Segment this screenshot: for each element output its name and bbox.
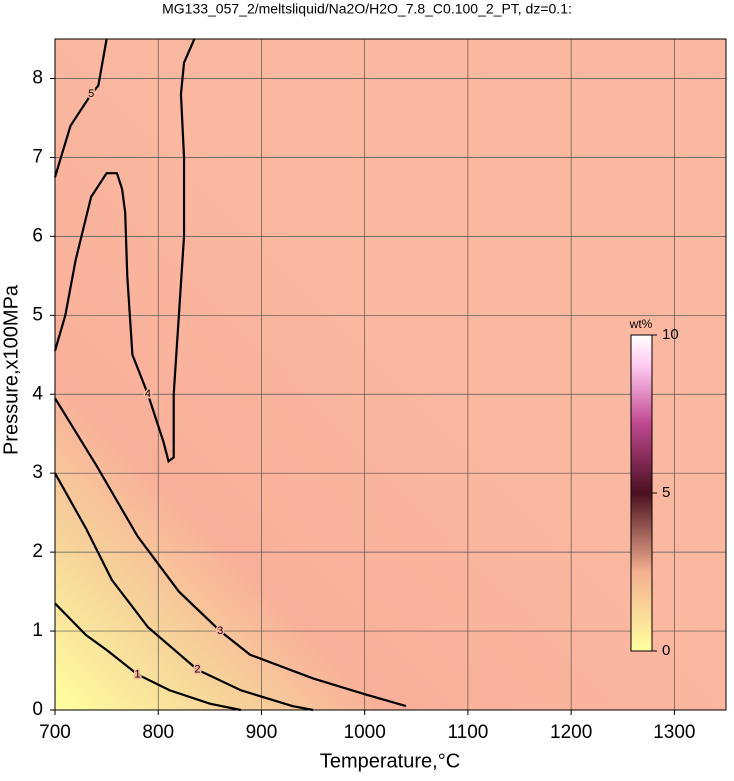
contour-label: 3 bbox=[217, 625, 223, 637]
contour-line bbox=[53, 38, 196, 464]
y-tick-label: 2 bbox=[32, 541, 43, 562]
y-tick-label: 3 bbox=[32, 462, 43, 483]
contour-line bbox=[54, 602, 242, 712]
y-tick-label: 0 bbox=[32, 699, 43, 720]
colorbar-tick-label: 10 bbox=[662, 326, 679, 343]
x-tick-label: 1200 bbox=[550, 722, 592, 743]
contour-label: 5 bbox=[88, 88, 94, 100]
contour-line bbox=[54, 397, 407, 708]
x-tick-label: 800 bbox=[142, 722, 174, 743]
contour-line bbox=[54, 472, 314, 712]
contour-label: 1 bbox=[135, 668, 141, 680]
contour-line bbox=[53, 38, 108, 178]
x-tick-label: 1100 bbox=[447, 722, 488, 743]
y-tick-label: 7 bbox=[32, 146, 43, 167]
y-tick-label: 4 bbox=[32, 383, 43, 404]
colorbar bbox=[630, 334, 653, 652]
colorbar-label: wt% bbox=[629, 317, 653, 331]
x-tick-label: 1300 bbox=[653, 722, 695, 743]
colorbar-tick-label: 5 bbox=[662, 484, 670, 501]
x-tick-label: 900 bbox=[246, 722, 278, 743]
y-tick-label: 5 bbox=[32, 304, 43, 325]
x-axis-label: Temperature,°C bbox=[320, 750, 460, 772]
heatmap bbox=[55, 39, 726, 710]
x-tick-label: 1000 bbox=[344, 722, 386, 743]
y-tick-label: 6 bbox=[32, 225, 43, 246]
y-axis-label: Pressure,x100MPa bbox=[0, 284, 22, 455]
plot-frame bbox=[54, 38, 727, 711]
y-tick-label: 1 bbox=[32, 620, 43, 641]
colorbar-tick-label: 0 bbox=[662, 642, 670, 659]
x-tick-label: 700 bbox=[39, 722, 71, 743]
contour-label: 2 bbox=[194, 664, 200, 676]
contour-label: 4 bbox=[145, 388, 151, 400]
y-tick-label: 8 bbox=[32, 67, 43, 88]
chart-title: MG133_057_2/meltsliquid/Na2O/H2O_7.8_C0.… bbox=[162, 1, 572, 17]
